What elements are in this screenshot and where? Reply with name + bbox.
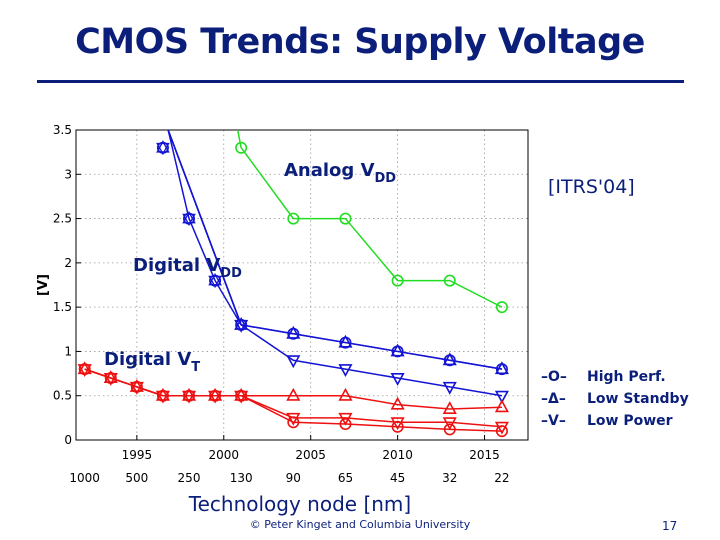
data-point — [286, 355, 301, 369]
data-point — [338, 334, 353, 348]
data-point — [390, 343, 405, 357]
legend-item-low-power: –V– Low Power — [541, 410, 689, 432]
series-line-analog-vdd — [236, 130, 503, 308]
data-point — [339, 418, 352, 431]
y-tick-label: 2.5 — [53, 212, 72, 226]
y-axis-label: [V] — [36, 274, 51, 296]
node-tick-label: 130 — [230, 471, 253, 485]
page-number: 17 — [662, 519, 678, 533]
node-tick-label: 90 — [286, 471, 301, 485]
year-tick-label: 2015 — [469, 448, 500, 462]
data-point — [286, 387, 301, 401]
legend: –O– High Perf. –Δ– Low Standby –V– Low Powe… — [541, 366, 689, 432]
data-point — [182, 213, 196, 227]
data-point — [155, 390, 170, 404]
y-tick-label: 2 — [64, 256, 72, 270]
node-tick-label: 65 — [338, 471, 353, 485]
node-tick-label: 45 — [390, 471, 405, 485]
data-point — [495, 301, 508, 314]
data-point — [129, 381, 144, 395]
legend-item-low-standby: –Δ– Low Standby — [541, 388, 689, 410]
data-point — [442, 417, 457, 431]
data-point — [494, 399, 509, 413]
data-point — [208, 390, 223, 404]
data-point — [208, 387, 223, 401]
node-tick-label: 500 — [125, 471, 148, 485]
data-point — [442, 352, 457, 366]
data-point — [391, 420, 404, 433]
x-axis-label: Technology node [nm] — [188, 492, 411, 516]
legend-item-high-perf: –O– High Perf. — [541, 366, 689, 388]
data-point — [208, 273, 222, 286]
data-point — [339, 212, 352, 225]
data-point — [443, 274, 456, 287]
data-point — [208, 275, 222, 289]
data-point — [443, 423, 456, 436]
source-citation: [ITRS'04] — [548, 176, 635, 198]
legend-marker: –Δ– — [541, 391, 566, 407]
legend-marker: –V– — [541, 413, 566, 429]
data-point — [77, 364, 92, 378]
data-point — [234, 319, 249, 333]
node-tick-label: 250 — [178, 471, 201, 485]
node-tick-label: 32 — [442, 471, 457, 485]
data-point — [181, 387, 197, 401]
year-tick-label: 2005 — [295, 448, 326, 462]
data-point — [287, 212, 300, 225]
data-point — [234, 387, 249, 401]
year-tick-label: 2010 — [382, 448, 413, 462]
data-point — [390, 417, 405, 431]
data-point — [494, 361, 509, 375]
data-point — [338, 364, 353, 378]
data-point — [338, 387, 353, 401]
data-point — [286, 325, 301, 339]
data-point — [235, 141, 248, 154]
data-point — [286, 412, 301, 426]
year-tick-label: 1995 — [122, 448, 153, 462]
slide-title: CMOS Trends: Supply Voltage — [75, 22, 645, 62]
data-point — [338, 412, 353, 426]
year-tick-label: 2000 — [208, 448, 239, 462]
y-tick-label: 0 — [64, 433, 72, 447]
data-point — [391, 274, 404, 287]
title-underline — [37, 80, 684, 83]
data-point — [234, 390, 249, 404]
data-point — [103, 372, 118, 386]
data-point — [234, 316, 249, 330]
data-point — [495, 425, 508, 438]
y-tick-label: 1 — [64, 344, 72, 358]
data-point — [77, 361, 92, 375]
y-tick-label: 0.5 — [53, 389, 72, 403]
data-point — [494, 421, 509, 435]
data-point — [442, 381, 457, 395]
legend-label: Low Power — [587, 413, 673, 429]
copyright-footer: © Peter Kinget and Columbia University — [249, 518, 471, 531]
series-line-digital-vdd-early — [167, 130, 242, 326]
plot-frame — [75, 129, 529, 441]
data-point — [182, 211, 196, 224]
node-tick-label: 1000 — [69, 471, 100, 485]
legend-marker: –O– — [541, 369, 567, 385]
data-point — [156, 142, 170, 156]
data-point — [181, 390, 197, 404]
legend-label: High Perf. — [587, 369, 666, 385]
y-tick-label: 3 — [64, 167, 72, 181]
data-point — [156, 140, 170, 153]
data-point — [494, 390, 509, 404]
legend-label: Low Standby — [587, 391, 689, 407]
data-point — [390, 396, 405, 410]
y-tick-label: 3.5 — [53, 123, 72, 137]
data-point — [442, 401, 457, 415]
data-point — [390, 372, 405, 386]
node-tick-label: 22 — [494, 471, 509, 485]
y-tick-label: 1.5 — [53, 300, 72, 314]
